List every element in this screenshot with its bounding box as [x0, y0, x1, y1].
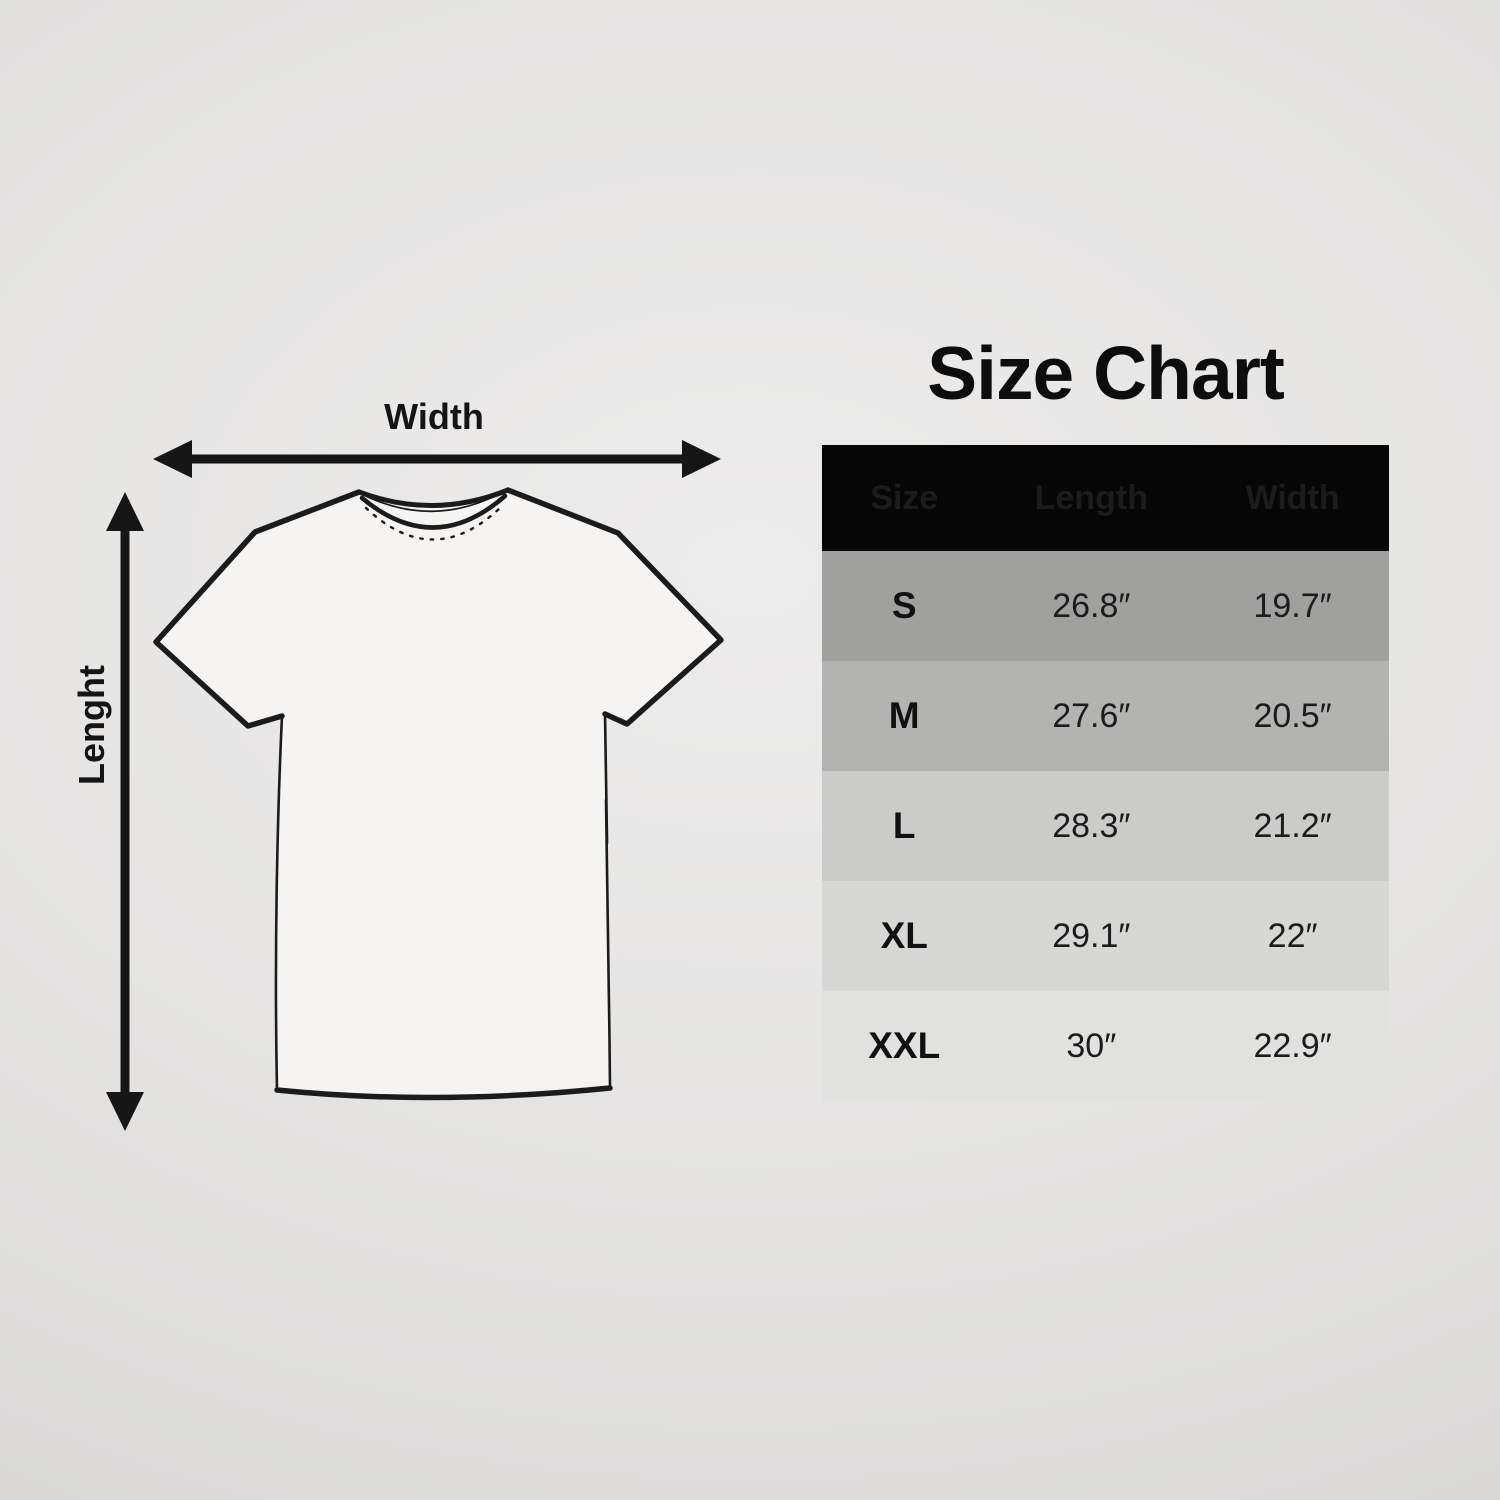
column-header-width: Width: [1245, 478, 1340, 517]
tshirt-measurement-diagram: Width Lenght: [71, 396, 724, 1131]
size-value: XL: [880, 915, 928, 956]
page-title: Size Chart: [927, 331, 1285, 415]
size-value: S: [891, 585, 917, 626]
table-row: M 27.6″ 20.5″: [822, 661, 1389, 771]
width-arrow: [153, 440, 721, 478]
width-value: 21.2″: [1253, 806, 1332, 845]
length-value: 30″: [1066, 1026, 1117, 1065]
column-header-length: Length: [1034, 478, 1148, 517]
size-chart-panel: Size Chart Size Length Width S 26.8″ 19.…: [822, 336, 1389, 1101]
width-value: 19.7″: [1253, 586, 1332, 625]
width-value: 20.5″: [1253, 696, 1332, 735]
table-row: XL 29.1″ 22″: [822, 881, 1389, 991]
size-value: XXL: [868, 1025, 941, 1066]
length-value: 28.3″: [1052, 806, 1131, 845]
width-value: 22.9″: [1253, 1026, 1332, 1065]
width-value: 22″: [1267, 916, 1318, 955]
length-arrow: [106, 492, 144, 1131]
length-value: 26.8″: [1052, 586, 1131, 625]
table-row: S 26.8″ 19.7″: [822, 551, 1389, 661]
column-header-size: Size: [870, 478, 939, 517]
table-row: L 28.3″ 21.2″: [822, 771, 1389, 881]
length-value: 29.1″: [1052, 916, 1131, 955]
table-header-row: Size Length Width: [822, 445, 1389, 551]
table-row: XXL 30″ 22.9″: [822, 991, 1389, 1101]
tshirt-drawing: [153, 487, 724, 1101]
length-value: 27.6″: [1052, 696, 1131, 735]
size-value: L: [892, 805, 916, 846]
size-value: M: [888, 695, 920, 736]
width-label: Width: [384, 396, 484, 437]
length-label: Lenght: [71, 665, 112, 785]
size-chart-table: Size Length Width S 26.8″ 19.7″ M 27.6″ …: [822, 445, 1389, 1101]
